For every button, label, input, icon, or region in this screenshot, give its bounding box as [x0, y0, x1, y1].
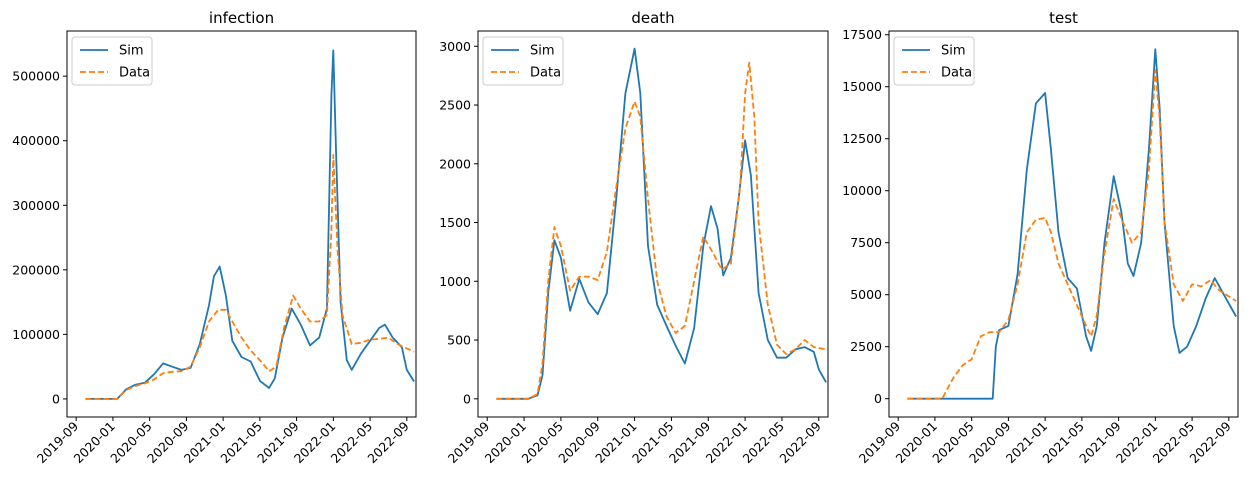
- chart-panel-test: test025005000750010000125001500017500201…: [842, 9, 1239, 466]
- legend-label-sim: Sim: [530, 44, 555, 59]
- chart-panel-death: death0500100015002000250030002019-092020…: [439, 9, 829, 466]
- y-tick-label: 15000: [842, 79, 882, 94]
- y-tick-label: 200000: [12, 262, 60, 277]
- legend-box: [71, 36, 153, 86]
- y-tick-label: 7500: [850, 235, 882, 250]
- y-tick-label: 1500: [439, 215, 471, 230]
- series-line-data: [496, 61, 827, 400]
- series-line-sim: [496, 47, 827, 400]
- series-line-sim: [85, 49, 415, 400]
- axes-frame: [477, 30, 829, 418]
- y-tick-label: 1000: [439, 274, 471, 289]
- legend-label-data: Data: [119, 66, 150, 81]
- y-tick-label: 400000: [12, 133, 60, 148]
- chart-title: infection: [209, 9, 274, 27]
- legend-label-sim: Sim: [941, 44, 966, 59]
- legend-label-data: Data: [530, 66, 561, 81]
- y-tick-label: 500: [447, 333, 471, 348]
- series-line-data: [85, 154, 415, 400]
- series-line-data: [907, 69, 1237, 400]
- y-tick-label: 100000: [12, 327, 60, 342]
- chart-panel-infection: infection 0 100000 200000 300000 400000 500000…: [12, 9, 417, 466]
- y-tick-label: 0: [463, 391, 471, 406]
- legend-label-data: Data: [941, 66, 972, 81]
- y-tick-label: 17500: [842, 27, 882, 42]
- y-tick-label: 3000: [439, 39, 471, 54]
- y-tick-label: 500000: [12, 69, 60, 84]
- y-tick-label: 10000: [842, 183, 882, 198]
- series-line-sim: [907, 48, 1237, 400]
- legend-label-sim: Sim: [119, 44, 144, 59]
- y-tick-label: 5000: [850, 287, 882, 302]
- y-tick-label: 2000: [439, 156, 471, 171]
- axes-frame: [66, 30, 417, 418]
- legend-box: [482, 36, 564, 86]
- y-tick-label: 300000: [12, 198, 60, 213]
- y-tick-label: 2500: [439, 98, 471, 113]
- axes-frame: [888, 30, 1239, 418]
- y-tick-label: 0: [52, 391, 60, 406]
- y-tick-label: 2500: [850, 339, 882, 354]
- chart-title: death: [631, 9, 674, 27]
- y-tick-label: 0: [874, 391, 882, 406]
- legend-box: [893, 36, 975, 86]
- chart-title: test: [1049, 9, 1078, 27]
- y-tick-label: 12500: [842, 131, 882, 146]
